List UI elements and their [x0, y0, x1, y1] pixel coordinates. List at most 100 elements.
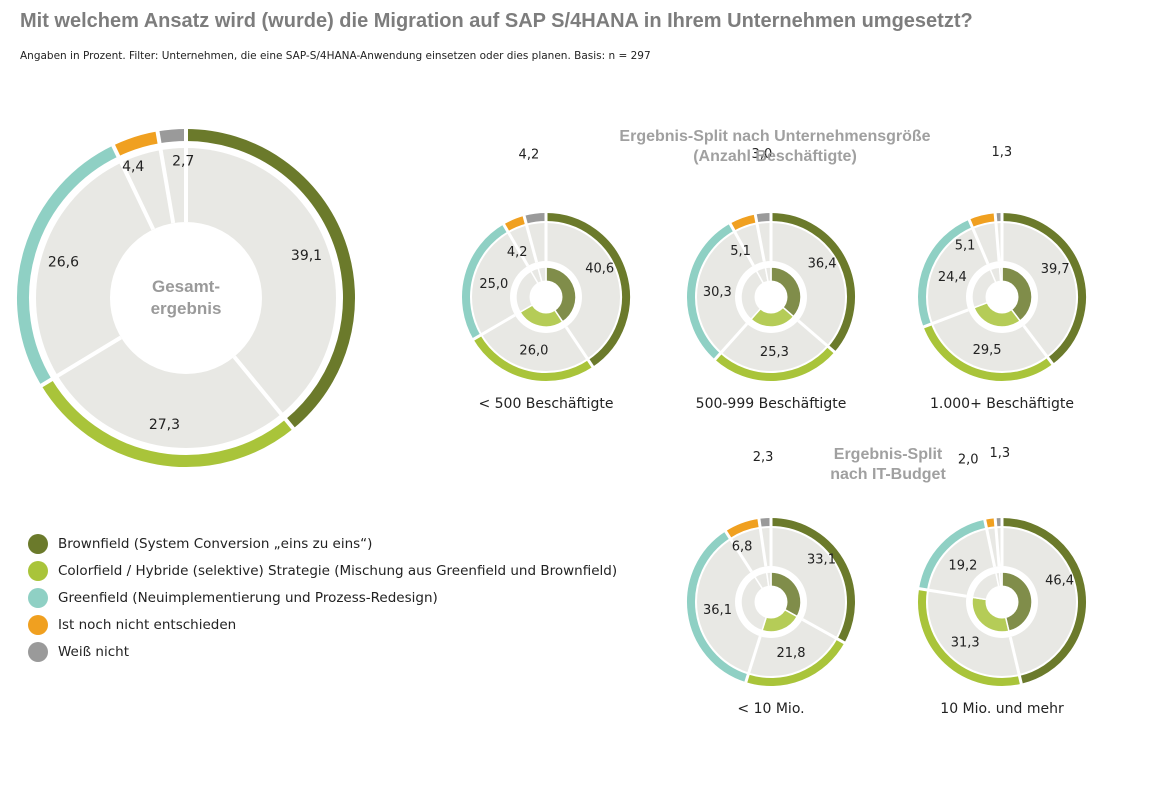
value-label-greenfield: 25,0 [479, 277, 508, 292]
group-title-size: Ergebnis-Split nach Unternehmensgröße [619, 128, 930, 145]
value-label-colorfield: 26,0 [519, 344, 548, 359]
donut-segment-greenfield [687, 223, 735, 360]
slice-divider [155, 130, 176, 224]
slice-divider [993, 517, 1001, 567]
chart-title: Mit welchem Ansatz wird (wurde) die Migr… [20, 10, 973, 32]
donut-segment-ist-noch-nicht-entschieden [969, 213, 996, 228]
value-label-greenfield: 24,4 [938, 270, 967, 285]
value-label-brownfield: 40,6 [585, 261, 614, 276]
slice-divider [522, 214, 539, 263]
mini-hole [985, 280, 1019, 314]
donut-segment-greenfield [918, 219, 973, 327]
donut-segment-brownfield [1001, 213, 1086, 365]
chart-caption: 500-999 Beschäftigte [696, 396, 847, 412]
value-label-greenfield: 26,6 [48, 254, 79, 270]
value-label-ist-noch-nicht-entschieden: 5,1 [955, 239, 976, 254]
value-label-wei-nicht: 4,2 [519, 148, 540, 163]
slice-divider [917, 586, 967, 598]
value-label-greenfield: 36,1 [703, 603, 732, 618]
mini-hole [529, 280, 563, 314]
slice-divider [983, 518, 997, 568]
donut-segment-colorfield [41, 379, 294, 467]
legend: Brownfield (System Conversion „eins zu e… [28, 530, 617, 665]
slice-divider [967, 218, 990, 265]
donut-segment-greenfield [17, 145, 119, 386]
value-label-wei-nicht: 1,3 [989, 446, 1010, 461]
donut-segment-brownfield [770, 518, 855, 643]
donut-chart-2: 40,6 26,0 25,0 4,2 4,2 < 500 Beschäftigte [462, 148, 630, 412]
donut-segment-colorfield [918, 588, 1022, 686]
donut-hole [110, 222, 262, 374]
group-title-it-budget: Ergebnis-Split [834, 446, 943, 463]
slice-divider [993, 212, 1001, 262]
slice-divider [801, 618, 847, 645]
center-label: Gesamt- [152, 277, 220, 296]
value-label-ist-noch-nicht-entschieden: 5,1 [730, 244, 751, 259]
legend-label: Colorfield / Hybride (selektive) Strateg… [58, 562, 618, 579]
slice-divider [1008, 636, 1024, 686]
donut-segment-wei-nicht [157, 129, 187, 144]
donut-segment-ist-noch-nicht-entschieden [113, 131, 160, 157]
slice-divider [753, 213, 766, 262]
inner-mini-chart [515, 266, 577, 328]
donut-segment-greenfield [687, 531, 749, 683]
legend-swatch-brownfield [28, 533, 48, 554]
slice-divider [501, 222, 530, 267]
legend-label: Brownfield (System Conversion „eins zu e… [58, 535, 373, 552]
chart-caption: 10 Mio. und mehr [940, 701, 1064, 717]
donut-segment-greenfield [919, 519, 987, 590]
chart-caption: < 10 Mio. [737, 701, 804, 717]
value-label-ist-noch-nicht-entschieden: 6,8 [732, 539, 753, 554]
donut-chart-5: 33,1 21,8 36,1 6,8 2,3 < 10 Mio. [687, 450, 855, 717]
mini-hole [754, 280, 788, 314]
donut-segment-wei-nicht [755, 212, 772, 223]
value-label-colorfield: 27,3 [149, 417, 180, 433]
inner-mini-chart [971, 571, 1033, 633]
chart-caption: < 500 Beschäftigte [478, 396, 613, 412]
value-label-greenfield: 19,2 [948, 559, 977, 574]
value-label-brownfield: 33,1 [807, 553, 836, 568]
legend-item-greenfield: Greenfield (Neuimplementierung und Proze… [28, 584, 617, 611]
slice-divider [757, 517, 768, 567]
donut-segment-brownfield [545, 213, 630, 367]
legend-swatch-dont-know [28, 641, 48, 662]
chart-subtitle: Angaben in Prozent. Filter: Unternehmen,… [20, 50, 651, 62]
donut-segment-colorfield [923, 324, 1053, 381]
legend-item-dont-know: Weiß nicht [28, 638, 617, 665]
chart-caption: 1.000+ Beschäftigte [930, 396, 1074, 412]
value-label-colorfield: 29,5 [973, 343, 1002, 358]
value-label-brownfield: 39,1 [291, 248, 322, 264]
value-label-ist-noch-nicht-entschieden: 4,2 [507, 245, 528, 260]
inner-mini-chart [971, 266, 1033, 328]
legend-item-brownfield: Brownfield (System Conversion „eins zu e… [28, 530, 617, 557]
inner-mini-chart [740, 571, 802, 633]
group-title-it-budget: nach IT-Budget [830, 466, 946, 483]
donut-segment-wei-nicht [758, 517, 772, 527]
slice-divider [797, 319, 837, 354]
legend-label: Weiß nicht [58, 643, 129, 660]
slice-divider [471, 313, 516, 342]
value-label-colorfield: 31,3 [951, 636, 980, 651]
slice-divider [232, 355, 296, 431]
donut-segment-colorfield [714, 346, 835, 381]
slice-divider [713, 322, 749, 362]
donut-segment-greenfield [462, 224, 508, 340]
value-label-ist-noch-nicht-entschieden: 2,0 [958, 453, 979, 468]
donut-segment-brownfield [1001, 518, 1086, 684]
value-label-wei-nicht: 2,3 [753, 450, 774, 465]
value-label-brownfield: 39,7 [1041, 262, 1070, 277]
slice-divider [728, 222, 755, 267]
donut-segment-brownfield [185, 129, 355, 429]
slice-divider [110, 143, 156, 231]
donut-segment-brownfield [770, 213, 855, 353]
value-label-ist-noch-nicht-entschieden: 4,4 [122, 159, 144, 175]
slice-divider [922, 308, 969, 329]
legend-swatch-greenfield [28, 587, 48, 608]
slice-divider [564, 326, 595, 369]
donut-chart-4: 39,7 29,5 24,4 5,1 1,3 1.000+ Beschäftigte [918, 145, 1086, 412]
value-label-brownfield: 36,4 [808, 257, 837, 272]
donut-segment-colorfield [745, 638, 845, 686]
donut-chart-1: 39,1 27,3 26,6 4,4 2,7 Gesamt-ergebnis [17, 128, 355, 467]
value-label-greenfield: 30,3 [703, 285, 732, 300]
